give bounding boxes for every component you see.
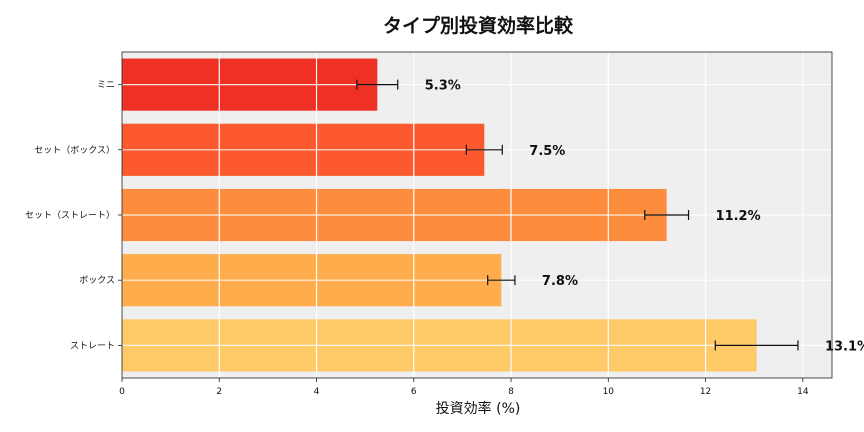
category-label: ミニ — [97, 81, 115, 91]
x-axis-ticks: 0 2 4 6 8 10 12 14 — [119, 378, 809, 397]
error-bars — [356, 79, 799, 351]
x-tick-label: 2 — [216, 387, 222, 397]
value-label: 7.8% — [542, 274, 578, 289]
x-tick-label: 14 — [797, 387, 809, 397]
value-label: 13.1% — [825, 339, 864, 354]
x-tick-label: 6 — [411, 387, 417, 397]
plot-frame — [121, 51, 833, 379]
x-tick-label: 12 — [700, 387, 711, 397]
x-tick-label: 4 — [314, 387, 320, 397]
value-label: 5.3% — [425, 79, 461, 94]
chart-title: タイプ別投資効率比較 — [383, 14, 574, 37]
x-tick-label: 10 — [603, 387, 615, 397]
value-labels: 5.3% 7.5% 11.2% 7.8% 13.1% — [425, 79, 864, 355]
category-label: セット（ボックス） — [34, 145, 115, 156]
value-label: 11.2% — [716, 209, 761, 224]
category-label: セット（ストレート） — [25, 210, 115, 221]
x-axis-label: 投資効率 (%) — [436, 400, 521, 417]
x-tick-label: 0 — [119, 387, 125, 397]
category-label: ボックス — [79, 275, 115, 286]
value-label: 7.5% — [529, 144, 565, 159]
category-label: ストレート — [70, 341, 115, 351]
x-tick-label: 8 — [508, 387, 514, 397]
